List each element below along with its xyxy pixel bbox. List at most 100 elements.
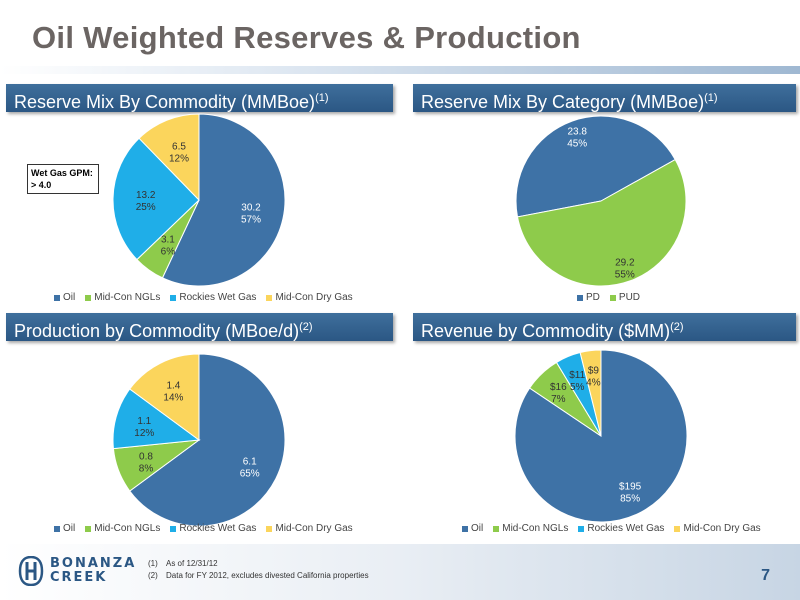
data-label-value: 30.2 (241, 203, 261, 214)
data-label-percent: 4% (586, 378, 601, 389)
legend-label: Rockies Wet Gas (587, 523, 665, 534)
footer-band (0, 544, 800, 600)
data-label-value: 1.1 (137, 416, 151, 427)
chart-title: Revenue by Commodity ($MM) (421, 321, 671, 341)
legend-revenue-commodity: Oil Mid-Con NGLs Rockies Wet Gas Mid-Con Dr… (462, 523, 761, 534)
legend-entry-oil: Oil (54, 523, 75, 534)
legend-reserve-category: PD PUD (577, 292, 640, 303)
legend-label: Oil (63, 292, 76, 303)
legend-label: Mid-Con NGLs (94, 292, 161, 303)
data-label-percent: 12% (134, 428, 154, 439)
legend-entry-pd: PD (577, 292, 600, 303)
legend-swatch (266, 525, 273, 532)
legend-entry-mid-con-dry-gas: Mid-Con Dry Gas (266, 523, 353, 534)
data-label-percent: 55% (615, 270, 635, 281)
chart-title: Reserve Mix By Category (MMBoe) (421, 92, 705, 112)
legend-label: Rockies Wet Gas (179, 523, 257, 534)
legend-production-commodity: Oil Mid-Con NGLs Rockies Wet Gas Mid-Con Dr… (54, 523, 353, 534)
legend-entry-mid-con-ngls: Mid-Con NGLs (85, 523, 160, 534)
data-label-percent: 5% (570, 382, 585, 393)
data-label-percent: 57% (241, 215, 261, 226)
chart-header-production-commodity: Production by Commodity (MBoe/d)(2) (6, 313, 393, 341)
legend-swatch (493, 525, 500, 532)
legend-label: Rockies Wet Gas (179, 292, 257, 303)
data-label-value: 6.5 (172, 142, 186, 153)
footnote-number: (1) (148, 559, 158, 568)
legend-entry-mid-con-ngls: Mid-Con NGLs (493, 523, 568, 534)
legend-label: Mid-Con Dry Gas (275, 292, 353, 303)
legend-entry-mid-con-ngls: Mid-Con NGLs (85, 292, 160, 303)
legend-entry-oil: Oil (54, 292, 75, 303)
legend-swatch (578, 525, 585, 532)
pie-slice-pud (516, 158, 687, 287)
data-label-value: 6.1 (243, 457, 257, 468)
data-label-percent: 14% (163, 392, 183, 403)
legend-swatch (85, 294, 92, 301)
chart-header-reserve-category: Reserve Mix By Category (MMBoe)(1) (413, 84, 796, 112)
legend-label: PUD (618, 292, 641, 303)
legend-entry-rockies-wet-gas: Rockies Wet Gas (170, 523, 256, 534)
footnote-text: As of 12/31/12 (166, 559, 218, 568)
legend-entry-pud: PUD (609, 292, 641, 303)
company-logo: BONANZA CREEK (18, 556, 136, 586)
legend-reserve-commodity: Oil Mid-Con NGLs Rockies Wet Gas Mid-Con Dr… (54, 292, 353, 303)
data-label-percent: 8% (139, 463, 154, 474)
legend-swatch (609, 294, 616, 301)
legend-entry-mid-con-dry-gas: Mid-Con Dry Gas (266, 292, 353, 303)
logo-mark-icon (18, 556, 44, 586)
callout-line1: Wet Gas GPM: (31, 168, 93, 178)
title-rule (0, 66, 800, 74)
pie-slice-mid-con-dry-gas (138, 113, 200, 202)
data-label-value: $9 (588, 366, 600, 377)
legend-swatch (54, 525, 60, 532)
data-label-value: 29.2 (615, 258, 635, 269)
wet-gas-callout: Wet Gas GPM: > 4.0 (27, 164, 99, 194)
pie-slice-oil (129, 353, 286, 527)
data-label-value: 3.1 (161, 234, 175, 245)
legend-entry-mid-con-dry-gas: Mid-Con Dry Gas (674, 523, 761, 534)
data-label-value: $195 (619, 482, 642, 493)
footnote: (2) Data for FY 2012, excludes divested C… (148, 570, 369, 582)
chart-header-reserve-commodity: Reserve Mix By Commodity (MMBoe)(1) (6, 84, 393, 112)
data-label-percent: 25% (136, 202, 156, 213)
legend-swatch (54, 294, 60, 301)
legend-label: Mid-Con Dry Gas (275, 523, 353, 534)
chart-title: Reserve Mix By Commodity (MMBoe) (14, 92, 316, 112)
pie-slice-mid-con-dry-gas (129, 353, 200, 441)
legend-label: Oil (63, 523, 76, 534)
footnote: (1) As of 12/31/12 (148, 558, 369, 570)
legend-swatch (170, 294, 177, 301)
data-label-value: $11 (569, 370, 585, 381)
chart-title-note: (1) (704, 92, 718, 104)
logo-line1: BONANZA (50, 556, 137, 571)
legend-label: Mid-Con NGLs (94, 523, 161, 534)
page-title: Oil Weighted Reserves & Production (32, 20, 581, 55)
legend-swatch (85, 525, 92, 532)
footnotes: (1) As of 12/31/12 (2) Data for FY 2012, e… (148, 558, 369, 582)
callout-line2: > 4.0 (31, 180, 52, 190)
data-label-percent: 85% (620, 494, 640, 505)
footnote-text: Data for FY 2012, excludes divested Cali… (166, 571, 369, 580)
legend-entry-rockies-wet-gas: Rockies Wet Gas (578, 523, 664, 534)
data-label-value: 23.8 (567, 127, 587, 138)
data-label-percent: 7% (551, 394, 566, 405)
chart-title-note: (1) (315, 92, 329, 104)
legend-label: PD (586, 292, 600, 303)
legend-label: Mid-Con Dry Gas (683, 523, 761, 534)
pie-slice-rockies-wet-gas (112, 137, 200, 261)
footnote-number: (2) (148, 571, 158, 580)
data-label-percent: 6% (161, 246, 176, 257)
chart-title: Production by Commodity (MBoe/d) (14, 321, 300, 341)
pie-slice-mid-con-dry-gas (579, 349, 602, 437)
page-number: 7 (761, 567, 770, 584)
data-label-value: 0.8 (139, 451, 153, 462)
legend-swatch (674, 525, 681, 532)
data-label-percent: 45% (567, 139, 587, 150)
data-label-percent: 12% (169, 154, 189, 165)
data-label-percent: 65% (240, 469, 260, 480)
chart-header-revenue-commodity: Revenue by Commodity ($MM)(2) (413, 313, 796, 341)
